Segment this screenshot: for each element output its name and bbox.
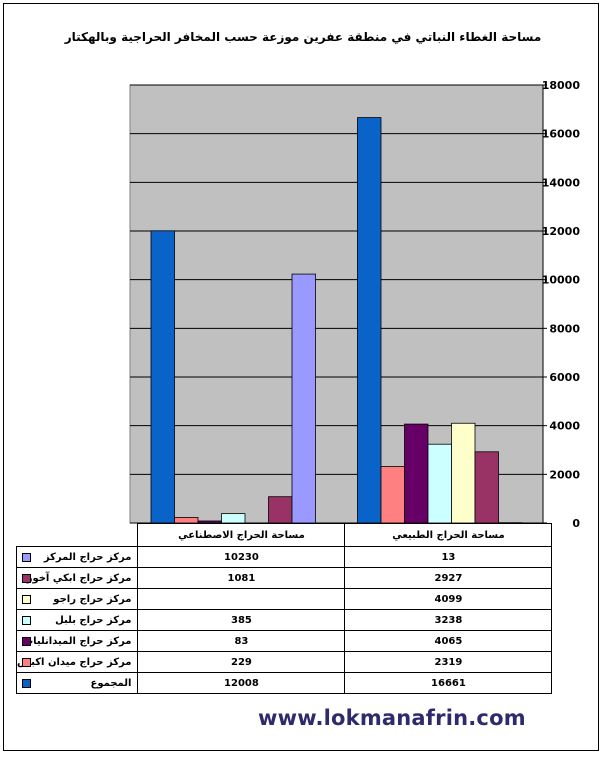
chart-title: مساحة الغطاء النباتي في منطقة عفرين موزع… — [64, 30, 542, 44]
data-label: 229 — [137, 651, 346, 673]
legend-swatch — [22, 553, 31, 562]
legend-entry: مركز حراج الميدانليات — [15, 630, 139, 652]
bar — [427, 443, 452, 524]
legend-label: مركز حراج ابكي آخور — [26, 572, 132, 584]
data-label: 83 — [137, 630, 346, 652]
legend-label: المجموع — [90, 677, 132, 689]
table-corner — [17, 524, 138, 547]
bar — [268, 496, 293, 524]
table-row: مركز حراج الميدانليات 83 4065 — [15, 630, 553, 652]
legend-label: مركز حراج ميدان اكبس — [17, 656, 132, 668]
bar — [221, 513, 246, 524]
data-label: 2319 — [344, 651, 553, 673]
bar — [474, 451, 499, 524]
table-row: مركز حراج بلبل 385 3238 — [15, 609, 553, 631]
y-tick-label: 12000 — [542, 225, 581, 238]
legend-label: مركز حراج المركز — [43, 551, 132, 563]
y-tick-label: 2000 — [549, 468, 580, 481]
y-tick-label: 4000 — [549, 420, 580, 433]
data-label — [137, 588, 346, 610]
data-label: 1081 — [137, 567, 346, 589]
legend-label: مركز حراج بلبل — [55, 614, 132, 626]
legend-entry: مركز حراج بلبل — [15, 609, 139, 631]
table-row: مركز حراج المركز 10230 13 — [15, 546, 553, 568]
legend-swatch — [22, 658, 31, 667]
legend-swatch — [22, 679, 31, 688]
data-label: 12008 — [137, 672, 346, 694]
x-tick-label: مساحة الحراج الطبيعي — [344, 523, 553, 547]
table-row: مركز حراج ميدان اكبس 229 2319 — [15, 651, 553, 673]
data-label: 16661 — [344, 672, 553, 694]
data-label: 4065 — [344, 630, 553, 652]
table-row: المجموع 12008 16661 — [15, 672, 553, 694]
y-tick-label: 8000 — [549, 322, 580, 335]
data-label: 13 — [344, 546, 553, 568]
legend-swatch — [22, 574, 31, 583]
bar — [380, 466, 405, 524]
y-tick-label: 10000 — [542, 274, 581, 287]
table-row: مركز حراج ابكي آخور 1081 2927 — [15, 567, 553, 589]
y-tick-label: 0 — [572, 517, 580, 530]
bar — [291, 273, 316, 524]
y-tick-label: 14000 — [542, 176, 581, 189]
legend-swatch — [22, 637, 31, 646]
bar — [404, 423, 429, 524]
y-tick-label: 16000 — [542, 128, 581, 141]
legend-entry: مركز حراج المركز — [15, 546, 139, 568]
bar — [451, 422, 476, 524]
watermark-text: www.lokmanafrin.com — [258, 706, 526, 730]
data-label: 2927 — [344, 567, 553, 589]
data-table: مساحة الحراج الاصطناعي مساحة الحراج الطبي… — [15, 523, 553, 694]
y-tick-label: 6000 — [549, 371, 580, 384]
table-row: مركز حراج راجو 4099 — [15, 588, 553, 610]
x-tick-label: مساحة الحراج الاصطناعي — [137, 523, 346, 547]
bar — [150, 230, 175, 524]
bar — [357, 117, 382, 524]
data-label: 4099 — [344, 588, 553, 610]
legend-label: مركز حراج راجو — [53, 593, 132, 605]
legend-entry: مركز حراج ميدان اكبس — [15, 651, 139, 673]
legend-entry: مركز حراج راجو — [15, 588, 139, 610]
legend-label: مركز حراج الميدانليات — [23, 635, 132, 647]
data-label: 385 — [137, 609, 346, 631]
data-label: 10230 — [137, 546, 346, 568]
data-label: 3238 — [344, 609, 553, 631]
y-tick-label: 18000 — [542, 79, 581, 92]
legend-swatch — [22, 616, 31, 625]
legend-swatch — [22, 595, 31, 604]
legend-entry: مركز حراج ابكي آخور — [15, 567, 139, 589]
legend-entry: المجموع — [15, 672, 139, 694]
